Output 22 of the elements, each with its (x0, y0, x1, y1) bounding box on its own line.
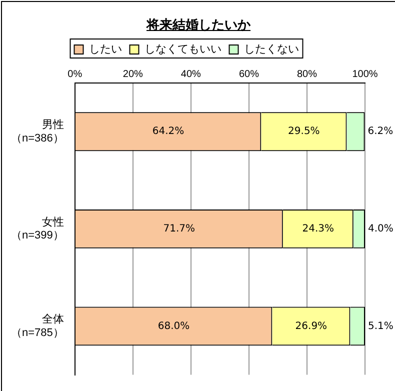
x-tick-label: 0% (68, 68, 82, 80)
data-label: 6.2% (368, 126, 394, 138)
y-tick-label: 男性（n=386） (10, 119, 64, 144)
legend-label: したくない (244, 44, 299, 56)
x-tick-label: 20% (122, 68, 144, 80)
data-label: 68.0% (158, 320, 190, 332)
data-label: 24.3% (302, 223, 334, 234)
chart-title: 将来結婚したいか (145, 17, 252, 34)
x-tick-label: 40% (180, 68, 202, 80)
x-tick-label: 80% (296, 68, 318, 80)
data-label: 71.7% (163, 223, 196, 234)
x-tick-label: 100% (352, 68, 378, 80)
legend-label: したい (88, 44, 122, 56)
data-label: 26.9% (295, 320, 328, 332)
y-tick-label: 女性（n=399） (10, 216, 64, 242)
y-tick-label: 全体（n=785） (10, 314, 64, 339)
legend-label: しなくてもいい (144, 44, 222, 56)
data-label: 4.0% (368, 223, 394, 234)
data-label: 29.5% (288, 126, 320, 138)
data-label: 64.2% (152, 126, 184, 138)
x-tick-label: 60% (238, 68, 260, 80)
data-label: 5.1% (368, 320, 394, 332)
